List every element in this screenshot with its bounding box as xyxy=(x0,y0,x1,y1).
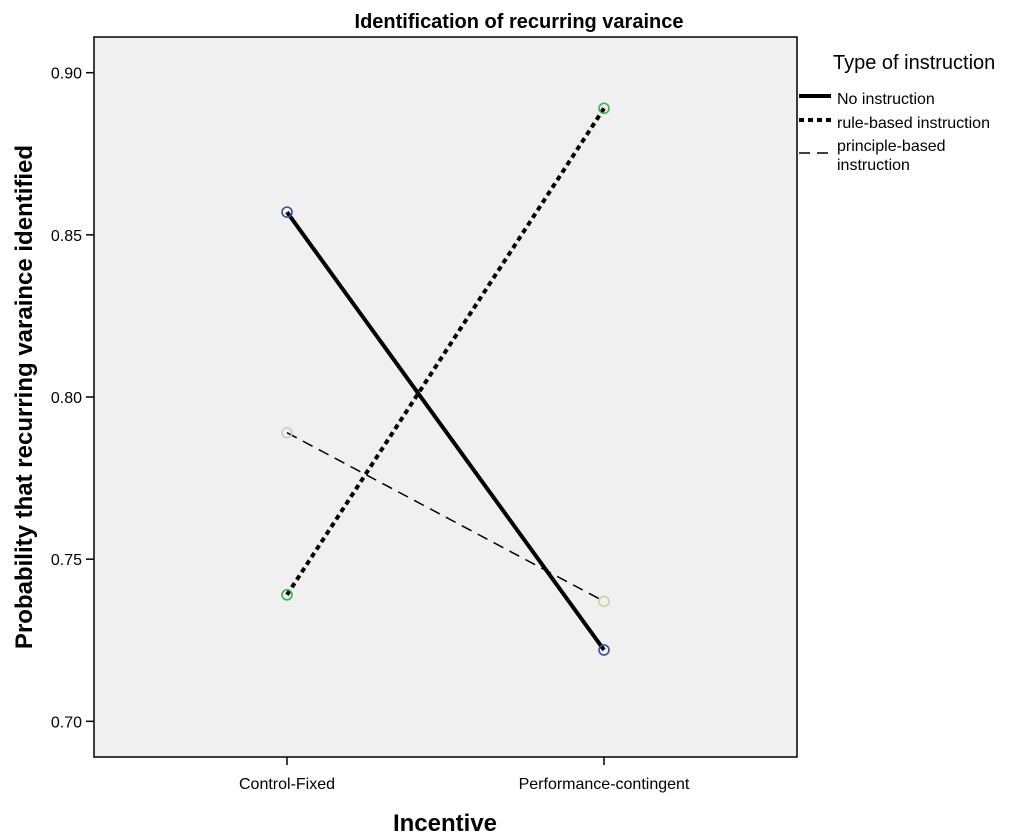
legend-label: principle-based instruction xyxy=(837,138,946,174)
y-tick-label: 0.85 xyxy=(51,228,82,245)
data-point xyxy=(281,589,293,601)
y-tick-label: 0.80 xyxy=(51,390,82,407)
legend-label: No instruction xyxy=(837,91,935,108)
x-tick-label: Performance-contingent xyxy=(519,776,690,793)
y-axis-title: Probability that recurring varaince iden… xyxy=(11,145,38,649)
y-tick-label: 0.70 xyxy=(51,714,82,731)
data-point xyxy=(598,595,610,608)
legend-label: rule-based instruction xyxy=(837,115,990,132)
plot-area xyxy=(93,36,798,758)
legend-title: Type of instruction xyxy=(833,52,995,74)
series-line xyxy=(285,107,606,596)
chart-title: Identification of recurring varaince xyxy=(355,11,684,33)
data-point xyxy=(598,644,610,656)
data-point xyxy=(281,206,293,218)
legend-items: No instruction rule-based instruction prin… xyxy=(799,91,990,174)
series-line xyxy=(286,432,605,602)
legend: Type of instruction No instruction rule-b… xyxy=(799,52,995,174)
series-layer xyxy=(281,102,610,656)
data-point xyxy=(281,426,293,439)
x-axis-title: Incentive xyxy=(393,810,497,835)
y-tick-label: 0.90 xyxy=(51,66,82,83)
x-tick-label: Control-Fixed xyxy=(239,776,335,793)
x-axis: Control-Fixed Performance-contingent xyxy=(239,757,690,793)
y-axis: 0.70 0.75 0.80 0.85 0.90 xyxy=(51,66,94,731)
series-line xyxy=(285,210,606,652)
data-point xyxy=(598,102,610,115)
y-tick-label: 0.75 xyxy=(51,552,82,569)
